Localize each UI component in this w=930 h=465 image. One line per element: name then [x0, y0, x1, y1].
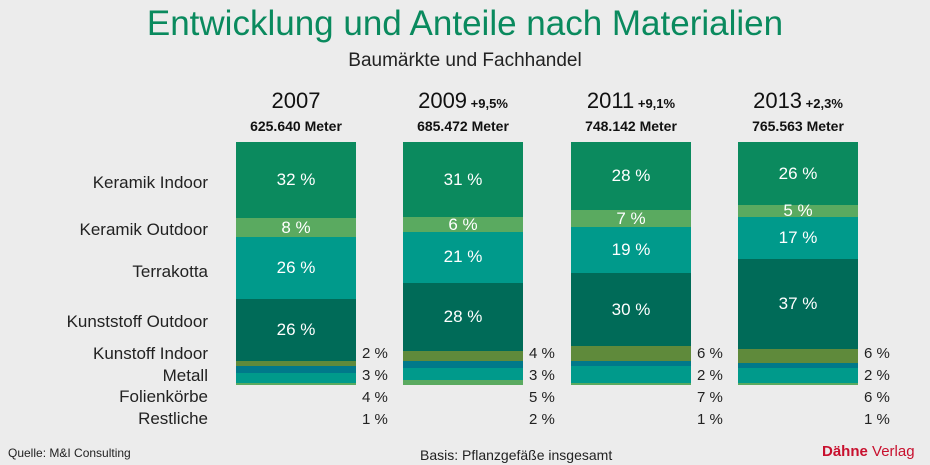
- total-label: 765.563 Meter: [752, 118, 844, 134]
- total-label: 685.472 Meter: [417, 118, 509, 134]
- bar-segment: 8 %: [236, 218, 356, 238]
- bar-segment: [738, 367, 858, 383]
- basis-note: Basis: Pflanzgefäße insgesamt: [420, 447, 613, 463]
- side-value-label: 5 %: [529, 389, 555, 406]
- side-value-label: 3 %: [529, 367, 555, 384]
- change-label: +9,5%: [467, 96, 508, 111]
- bar-segment: [738, 348, 858, 364]
- bar-segment: [236, 373, 356, 383]
- bar-segment: 28 %: [403, 282, 523, 351]
- bar-segment: 26 %: [738, 142, 858, 206]
- side-value-label: 2 %: [362, 345, 388, 362]
- category-label: Folienkörbe: [119, 387, 208, 406]
- bar-segment: [738, 363, 858, 368]
- side-value-label: 1 %: [697, 411, 723, 428]
- side-value-label: 6 %: [697, 345, 723, 362]
- side-value-label: 1 %: [362, 411, 388, 428]
- year-text: 2013: [753, 88, 803, 113]
- bar-segment: [236, 361, 356, 366]
- bar-segment: 28 %: [571, 142, 691, 211]
- category-label: Kunststoff Outdoor: [66, 312, 208, 331]
- bar-segment: 31 %: [403, 142, 523, 218]
- year-label: 2013 +2,3%: [708, 88, 888, 114]
- category-label: Keramik Indoor: [92, 173, 208, 192]
- bar-segment: 26 %: [236, 237, 356, 300]
- category-label: Metall: [162, 366, 208, 385]
- total-label: 625.640 Meter: [250, 118, 342, 134]
- bar-segment: [403, 360, 523, 368]
- side-value-label: 4 %: [529, 345, 555, 362]
- total-label: 748.142 Meter: [585, 118, 677, 134]
- year-label: 2011 +9,1%: [541, 88, 721, 114]
- chart-subtitle: Baumärkte und Fachhandel: [348, 50, 582, 71]
- change-label: +2,3%: [802, 96, 843, 111]
- bar-segment: 19 %: [571, 227, 691, 274]
- bar-segment: 37 %: [738, 258, 858, 349]
- year-label: 2007: [206, 88, 386, 114]
- category-label: Keramik Outdoor: [79, 220, 209, 239]
- bar-segment: [571, 365, 691, 383]
- side-value-label: 6 %: [864, 345, 890, 362]
- bar-segment: 32 %: [236, 142, 356, 219]
- change-label: +9,1%: [634, 96, 676, 111]
- chart-title: Entwicklung und Anteile nach Materialien: [146, 4, 784, 43]
- bar-segment: [571, 360, 691, 366]
- bar-segment: [236, 382, 356, 385]
- bar-segment: [403, 350, 523, 361]
- category-label: Terrakotta: [132, 262, 208, 281]
- side-value-label: 7 %: [697, 389, 723, 406]
- bar-segment: [236, 365, 356, 374]
- year-text: 2011: [586, 88, 635, 113]
- source-note: Quelle: M&I Consulting: [8, 446, 131, 460]
- bar-segment: 5 %: [738, 201, 858, 220]
- side-value-label: 6 %: [864, 389, 890, 406]
- year-text: 2007: [271, 88, 321, 113]
- bar-segment: 7 %: [571, 209, 691, 228]
- bar-segment: [571, 346, 691, 361]
- bar-segment: 26 %: [236, 299, 356, 362]
- side-value-label: 2 %: [529, 411, 555, 428]
- category-label: Kunstoff Indoor: [93, 344, 208, 363]
- bar-segment: 17 %: [738, 217, 858, 259]
- bar-segment: [403, 380, 523, 385]
- publisher-bold: Dähne: [822, 443, 868, 460]
- bar-segment: [738, 382, 858, 385]
- publisher-logo: Dähne Verlag: [822, 443, 915, 460]
- bar-segment: [571, 382, 691, 385]
- year-label: 2009 +9,5%: [373, 88, 553, 114]
- bar-segment: 6 %: [403, 215, 523, 234]
- side-value-label: 4 %: [362, 389, 388, 406]
- bar-segment: 21 %: [403, 231, 523, 283]
- bar-segment: 30 %: [571, 273, 691, 347]
- bar-segment: [403, 367, 523, 381]
- side-value-label: 2 %: [697, 367, 723, 384]
- side-value-label: 2 %: [864, 367, 890, 384]
- side-value-label: 3 %: [362, 367, 388, 384]
- side-value-label: 1 %: [864, 411, 890, 428]
- publisher-rest: Verlag: [872, 443, 915, 460]
- year-text: 2009: [418, 88, 468, 113]
- category-label: Restliche: [138, 409, 208, 428]
